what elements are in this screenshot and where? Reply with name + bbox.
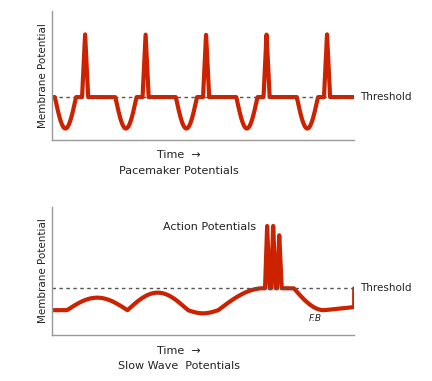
Text: Time  →: Time → [157,150,200,160]
Text: Action Potentials: Action Potentials [162,222,256,232]
Text: Threshold: Threshold [360,283,412,293]
Text: Pacemaker Potentials: Pacemaker Potentials [119,166,239,176]
Y-axis label: Membrane Potential: Membrane Potential [38,219,48,323]
Y-axis label: Membrane Potential: Membrane Potential [38,23,48,128]
Text: F.B: F.B [308,314,321,323]
Text: Threshold: Threshold [360,92,412,102]
Text: Time  →: Time → [157,346,200,355]
Text: Slow Wave  Potentials: Slow Wave Potentials [118,361,240,371]
